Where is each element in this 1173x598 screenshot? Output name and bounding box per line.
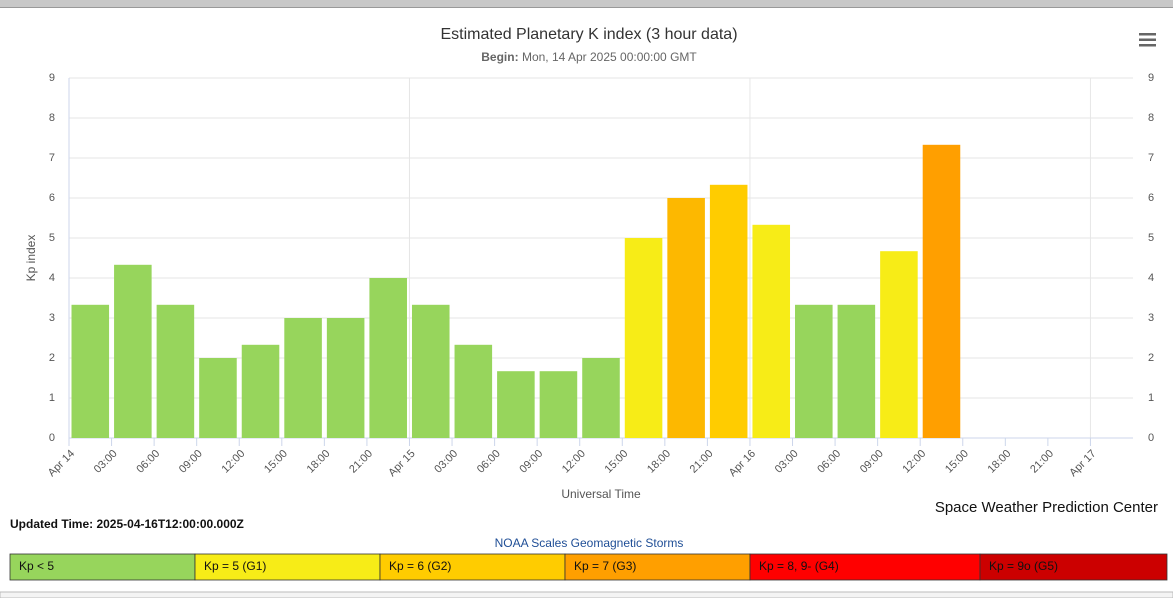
bar (454, 344, 493, 438)
bar (795, 304, 833, 438)
updated-time: Updated Time: 2025-04-16T12:00:00.000Z (10, 517, 244, 531)
bar (241, 344, 280, 438)
x-tick-label: 03:00 (432, 448, 460, 476)
x-tick-label: 06:00 (815, 448, 843, 476)
bar (369, 278, 407, 438)
x-tick-label: 12:00 (900, 448, 928, 476)
y2-tick-label: 3 (1148, 312, 1154, 324)
legend-label: Kp = 9o (G5) (989, 559, 1058, 573)
bar (156, 304, 195, 438)
legend-label: Kp = 6 (G2) (389, 559, 451, 573)
y-tick-label: 0 (49, 432, 55, 444)
bar (624, 238, 663, 438)
x-tick-label: 21:00 (688, 448, 716, 476)
top-bar (0, 0, 1173, 8)
bar (922, 144, 961, 439)
x-tick-label: 18:00 (305, 448, 333, 476)
y2-tick-label: 0 (1148, 432, 1154, 444)
bar (880, 251, 918, 438)
bottom-frame (0, 591, 1173, 598)
x-tick-label: 12:00 (219, 448, 247, 476)
x-tick-label: Apr 15 (386, 448, 417, 479)
legend-box (564, 553, 751, 581)
x-tick-label: 03:00 (773, 448, 801, 476)
y2-tick-label: 1 (1148, 392, 1154, 404)
menu-line (1139, 44, 1156, 47)
bar (326, 318, 365, 438)
x-tick-label: 09:00 (177, 448, 205, 476)
legend-label: Kp = 5 (G1) (204, 559, 266, 573)
y-tick-label: 8 (49, 112, 55, 124)
x-tick-label: 09:00 (517, 448, 545, 476)
y-tick-label: 9 (49, 72, 55, 84)
menu-line (1139, 33, 1156, 36)
chart-subtitle: Begin: Mon, 14 Apr 2025 00:00:00 GMT (481, 50, 697, 64)
y2-tick-label: 7 (1148, 152, 1154, 164)
chart-title: Estimated Planetary K index (3 hour data… (440, 26, 737, 43)
bar (71, 304, 110, 438)
bar (752, 224, 791, 438)
x-tick-label: 03:00 (92, 448, 120, 476)
y-tick-label: 7 (49, 152, 55, 164)
y-tick-label: 4 (49, 272, 55, 284)
legend-box (379, 553, 566, 581)
menu-button[interactable] (1139, 33, 1156, 47)
legend-label: Kp = 8, 9- (G4) (759, 559, 839, 573)
legend-box (749, 553, 981, 581)
x-tick-label: Apr 16 (727, 448, 758, 479)
y2-tick-label: 5 (1148, 232, 1154, 244)
bar (539, 371, 578, 438)
legend-label: Kp < 5 (19, 559, 54, 573)
x-tick-label: 06:00 (475, 448, 503, 476)
bar (497, 371, 535, 438)
bar (284, 318, 322, 438)
legend-title: NOAA Scales Geomagnetic Storms (495, 536, 684, 550)
legend-box (194, 553, 381, 581)
menu-line (1139, 38, 1156, 41)
bar (667, 198, 705, 438)
x-tick-label: 09:00 (858, 448, 886, 476)
y-tick-label: 6 (49, 192, 55, 204)
y2-tick-label: 8 (1148, 112, 1154, 124)
bar (837, 304, 876, 438)
legend-label: Kp = 7 (G3) (574, 559, 636, 573)
x-tick-label: 18:00 (986, 448, 1014, 476)
x-tick-label: 15:00 (603, 448, 631, 476)
credit: Space Weather Prediction Center (935, 499, 1158, 516)
y-axis-title: Kp index (24, 235, 38, 282)
y-tick-label: 5 (49, 232, 55, 244)
x-tick-label: 21:00 (347, 448, 375, 476)
bar (709, 184, 748, 438)
x-tick-label: Apr 14 (46, 448, 77, 479)
bar (411, 304, 450, 438)
x-tick-label: 18:00 (645, 448, 673, 476)
y2-tick-label: 6 (1148, 192, 1154, 204)
y-tick-label: 1 (49, 392, 55, 404)
legend-box (979, 553, 1168, 581)
y2-tick-label: 2 (1148, 352, 1154, 364)
x-tick-label: 12:00 (560, 448, 588, 476)
legend-box (9, 553, 196, 581)
x-tick-label: 06:00 (134, 448, 162, 476)
y-tick-label: 2 (49, 352, 55, 364)
y-tick-label: 3 (49, 312, 55, 324)
subtitle-text: Mon, 14 Apr 2025 00:00:00 GMT (522, 50, 697, 64)
x-axis-title: Universal Time (561, 487, 641, 501)
top-bar-edge (0, 7, 1173, 8)
bar (199, 358, 237, 438)
x-tick-label: Apr 17 (1067, 448, 1098, 479)
subtitle-label: Begin: (481, 50, 518, 64)
x-tick-label: 15:00 (262, 448, 290, 476)
bar (114, 264, 152, 438)
bar (582, 358, 620, 438)
x-tick-label: 21:00 (1028, 448, 1056, 476)
y2-tick-label: 4 (1148, 272, 1154, 284)
x-tick-label: 15:00 (943, 448, 971, 476)
y2-tick-label: 9 (1148, 72, 1154, 84)
